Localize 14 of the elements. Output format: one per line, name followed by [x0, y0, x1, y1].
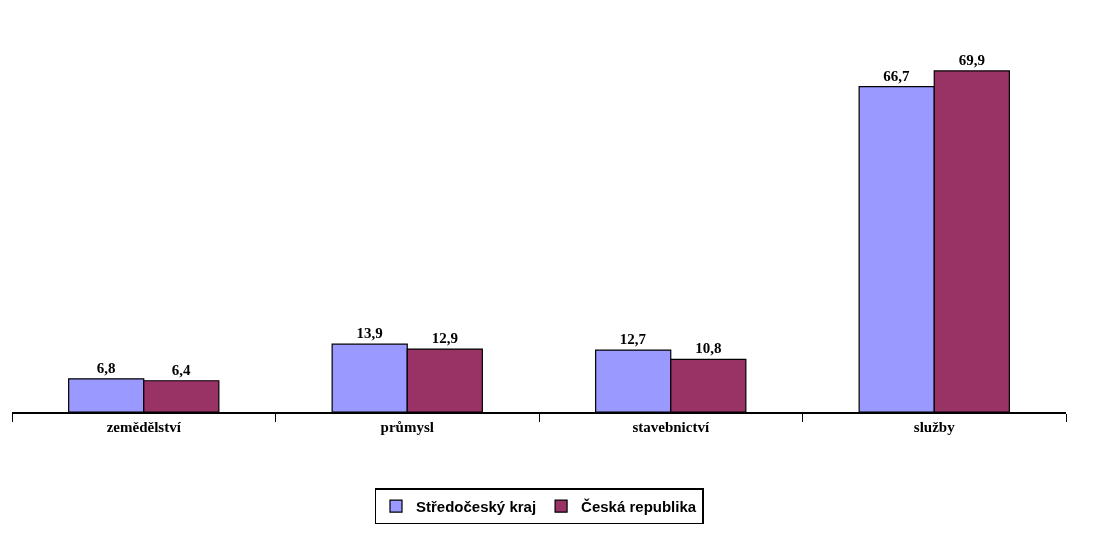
data-label: 12,9	[431, 330, 458, 347]
data-label: 6,4	[171, 361, 191, 378]
data-label: 66,7	[883, 67, 911, 84]
data-label: 13,9	[356, 325, 383, 342]
legend-label: Česká republika	[581, 498, 697, 515]
data-label: 12,7	[619, 331, 647, 348]
x-tick-label: průmysl	[380, 418, 434, 435]
x-tick-label: služby	[913, 418, 956, 435]
data-label: 10,8	[695, 340, 722, 357]
data-label: 6,8	[96, 359, 116, 376]
x-tick-label: zemědělství	[106, 418, 182, 435]
legend-label: Středočeský kraj	[416, 498, 537, 515]
data-label: 69,9	[958, 51, 985, 68]
x-tick-label: stavebnictví	[632, 418, 710, 435]
